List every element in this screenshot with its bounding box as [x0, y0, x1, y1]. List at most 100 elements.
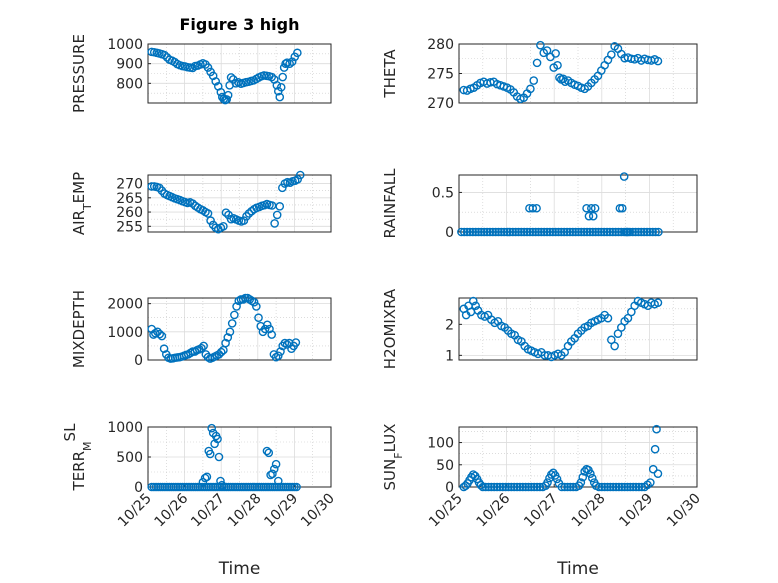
- data-point: [203, 209, 213, 218]
- subplot-mixdepth: 0 1000 2000 MIXDEPTH: [70, 290, 332, 369]
- data-point: [198, 477, 208, 487]
- data-point: [531, 227, 540, 237]
- x-tick-label: 10/30: [298, 491, 338, 531]
- data-point: [263, 320, 272, 330]
- data-point: [292, 482, 301, 492]
- data-point: [623, 482, 632, 492]
- data-point: [582, 203, 591, 213]
- x-tick-label: 10/25: [426, 491, 466, 531]
- series-markers: [457, 172, 663, 237]
- axes-border: [458, 43, 698, 104]
- x-tick-label: 10/27: [521, 491, 561, 531]
- data-point: [147, 182, 156, 191]
- data-point: [266, 470, 275, 480]
- data-point: [495, 482, 505, 492]
- data-point: [505, 227, 515, 237]
- data-point: [591, 227, 600, 237]
- x-tick-label: 10/29: [261, 491, 301, 531]
- data-point: [607, 50, 616, 59]
- data-point: [529, 482, 539, 492]
- data-point: [276, 82, 286, 92]
- data-point: [568, 482, 578, 492]
- data-point: [653, 56, 663, 66]
- data-point: [526, 84, 535, 94]
- data-point: [580, 467, 589, 476]
- data-point: [517, 227, 526, 237]
- data-point: [563, 482, 572, 492]
- data-point: [159, 344, 169, 354]
- data-point: [528, 203, 538, 213]
- x-tick-label: 10/27: [188, 491, 228, 531]
- data-point: [650, 444, 660, 454]
- data-point: [594, 227, 603, 237]
- data-point: [249, 297, 259, 307]
- data-point: [511, 227, 520, 237]
- data-point: [559, 227, 569, 237]
- data-point: [529, 76, 539, 85]
- data-point: [488, 227, 498, 237]
- data-point: [459, 227, 469, 237]
- data-point: [221, 338, 230, 348]
- y-tick-label: 260: [116, 205, 143, 221]
- axes-border: [147, 174, 332, 233]
- data-point: [153, 327, 162, 337]
- data-point: [626, 482, 635, 492]
- data-point: [508, 227, 518, 237]
- data-point: [227, 319, 237, 328]
- data-point: [487, 482, 496, 492]
- data-point: [545, 227, 555, 237]
- data-point: [275, 92, 285, 102]
- y-axis-label: PRESSURE: [70, 34, 88, 113]
- y-axis-label: AIRTEMP: [70, 172, 94, 235]
- data-point: [519, 227, 529, 237]
- series-markers: [459, 424, 663, 492]
- data-point: [555, 73, 564, 82]
- data-point: [574, 227, 583, 237]
- data-point: [542, 227, 552, 237]
- data-point: [239, 216, 249, 225]
- data-point: [160, 50, 169, 60]
- data-point: [267, 72, 277, 82]
- x-tick-label: 10/29: [616, 491, 656, 531]
- x-tick-label: 10/30: [664, 491, 704, 531]
- data-point: [484, 482, 493, 492]
- data-point: [639, 227, 649, 237]
- x-tick-label: 10/25: [115, 491, 155, 531]
- data-point: [537, 227, 546, 237]
- data-point: [200, 473, 210, 483]
- y-tick-label: 0: [134, 353, 143, 369]
- data-point: [481, 482, 490, 492]
- data-point: [562, 227, 572, 237]
- data-point: [269, 464, 279, 474]
- data-point: [602, 227, 612, 237]
- data-point: [512, 482, 522, 492]
- y-tick-label: 2000: [107, 297, 143, 313]
- series-markers: [459, 40, 663, 104]
- data-point: [577, 227, 586, 237]
- data-point: [188, 63, 197, 73]
- y-tick-label: 0: [445, 225, 454, 241]
- data-point: [219, 221, 228, 231]
- data-point: [654, 227, 663, 237]
- data-point: [606, 482, 615, 492]
- data-point: [637, 482, 647, 492]
- data-point: [265, 324, 274, 334]
- data-point: [653, 469, 663, 478]
- y-axis-label: MIXDEPTH: [70, 290, 88, 368]
- x-axis-label: Time: [556, 559, 599, 579]
- y-tick-label: 800: [116, 76, 143, 92]
- axes-border: [147, 426, 332, 488]
- data-point: [202, 472, 212, 482]
- data-point: [471, 301, 480, 311]
- data-point: [571, 227, 580, 237]
- data-point: [232, 302, 241, 311]
- y-tick-label: 270: [116, 177, 143, 193]
- data-point: [471, 227, 480, 237]
- data-point: [206, 216, 215, 225]
- data-point: [287, 57, 297, 67]
- data-point: [270, 219, 279, 228]
- data-point: [197, 343, 206, 353]
- data-point: [216, 476, 225, 486]
- data-point: [273, 351, 283, 361]
- data-point: [477, 227, 486, 237]
